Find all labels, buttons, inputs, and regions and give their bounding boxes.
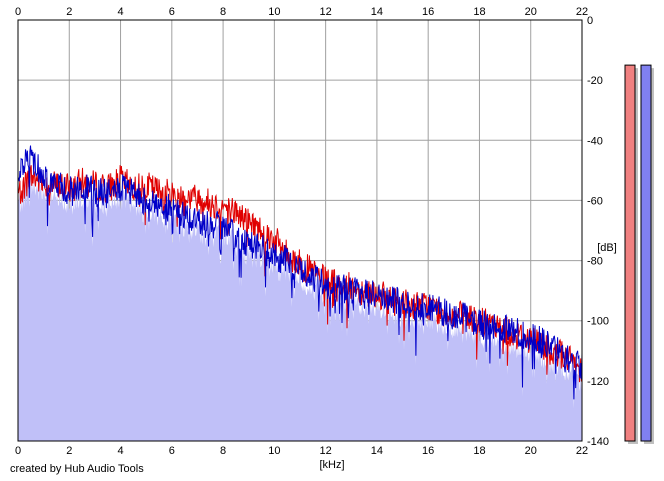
y-tick-label: -40 — [587, 135, 603, 147]
x-tick-label-bottom: 20 — [525, 445, 537, 457]
x-tick-label-top: 2 — [66, 6, 72, 18]
plot-border — [17, 19, 583, 442]
x-tick-label-bottom: 8 — [220, 445, 226, 457]
x-tick-label-top: 22 — [576, 6, 588, 18]
y-tick-label: -100 — [587, 316, 609, 328]
level-meters — [624, 64, 654, 444]
series-line-0 — [17, 165, 583, 383]
tick-labels: 002244668810101212141416161818202022220-… — [15, 6, 609, 457]
y-axis-label: [dB] — [597, 242, 617, 254]
y-tick-label: 0 — [587, 15, 593, 27]
y-tick-label: -80 — [587, 256, 603, 268]
spectrum-fill — [18, 174, 582, 442]
x-tick-label-top: 6 — [169, 6, 175, 18]
x-tick-label-bottom: 12 — [320, 445, 332, 457]
x-tick-label-bottom: 18 — [473, 445, 485, 457]
x-tick-label-top: 20 — [525, 6, 537, 18]
x-tick-label-bottom: 22 — [576, 445, 588, 457]
level-meter-bar-0 — [624, 64, 636, 442]
y-tick-label: -20 — [587, 75, 603, 87]
series-lines — [17, 145, 583, 400]
credit-text: created by Hub Audio Tools — [10, 463, 144, 475]
x-tick-label-top: 10 — [268, 6, 280, 18]
x-tick-label-bottom: 2 — [66, 445, 72, 457]
x-tick-label-top: 0 — [15, 6, 21, 18]
series-line-1 — [17, 145, 583, 400]
y-tick-label: -60 — [587, 195, 603, 207]
x-tick-label-bottom: 6 — [169, 445, 175, 457]
x-tick-label-top: 8 — [220, 6, 226, 18]
x-tick-label-bottom: 0 — [15, 445, 21, 457]
x-tick-label-top: 4 — [117, 6, 123, 18]
level-meter-bar-1 — [640, 64, 652, 442]
x-tick-label-bottom: 14 — [371, 445, 383, 457]
x-tick-label-top: 16 — [422, 6, 434, 18]
x-tick-label-top: 12 — [320, 6, 332, 18]
x-tick-label-bottom: 4 — [117, 445, 123, 457]
x-axis-label: [kHz] — [319, 459, 344, 471]
x-tick-label-top: 14 — [371, 6, 383, 18]
y-tick-label: -120 — [587, 376, 609, 388]
x-tick-label-bottom: 16 — [422, 445, 434, 457]
y-tick-label: -140 — [587, 436, 609, 448]
x-tick-label-bottom: 10 — [268, 445, 280, 457]
x-tick-label-top: 18 — [473, 6, 485, 18]
